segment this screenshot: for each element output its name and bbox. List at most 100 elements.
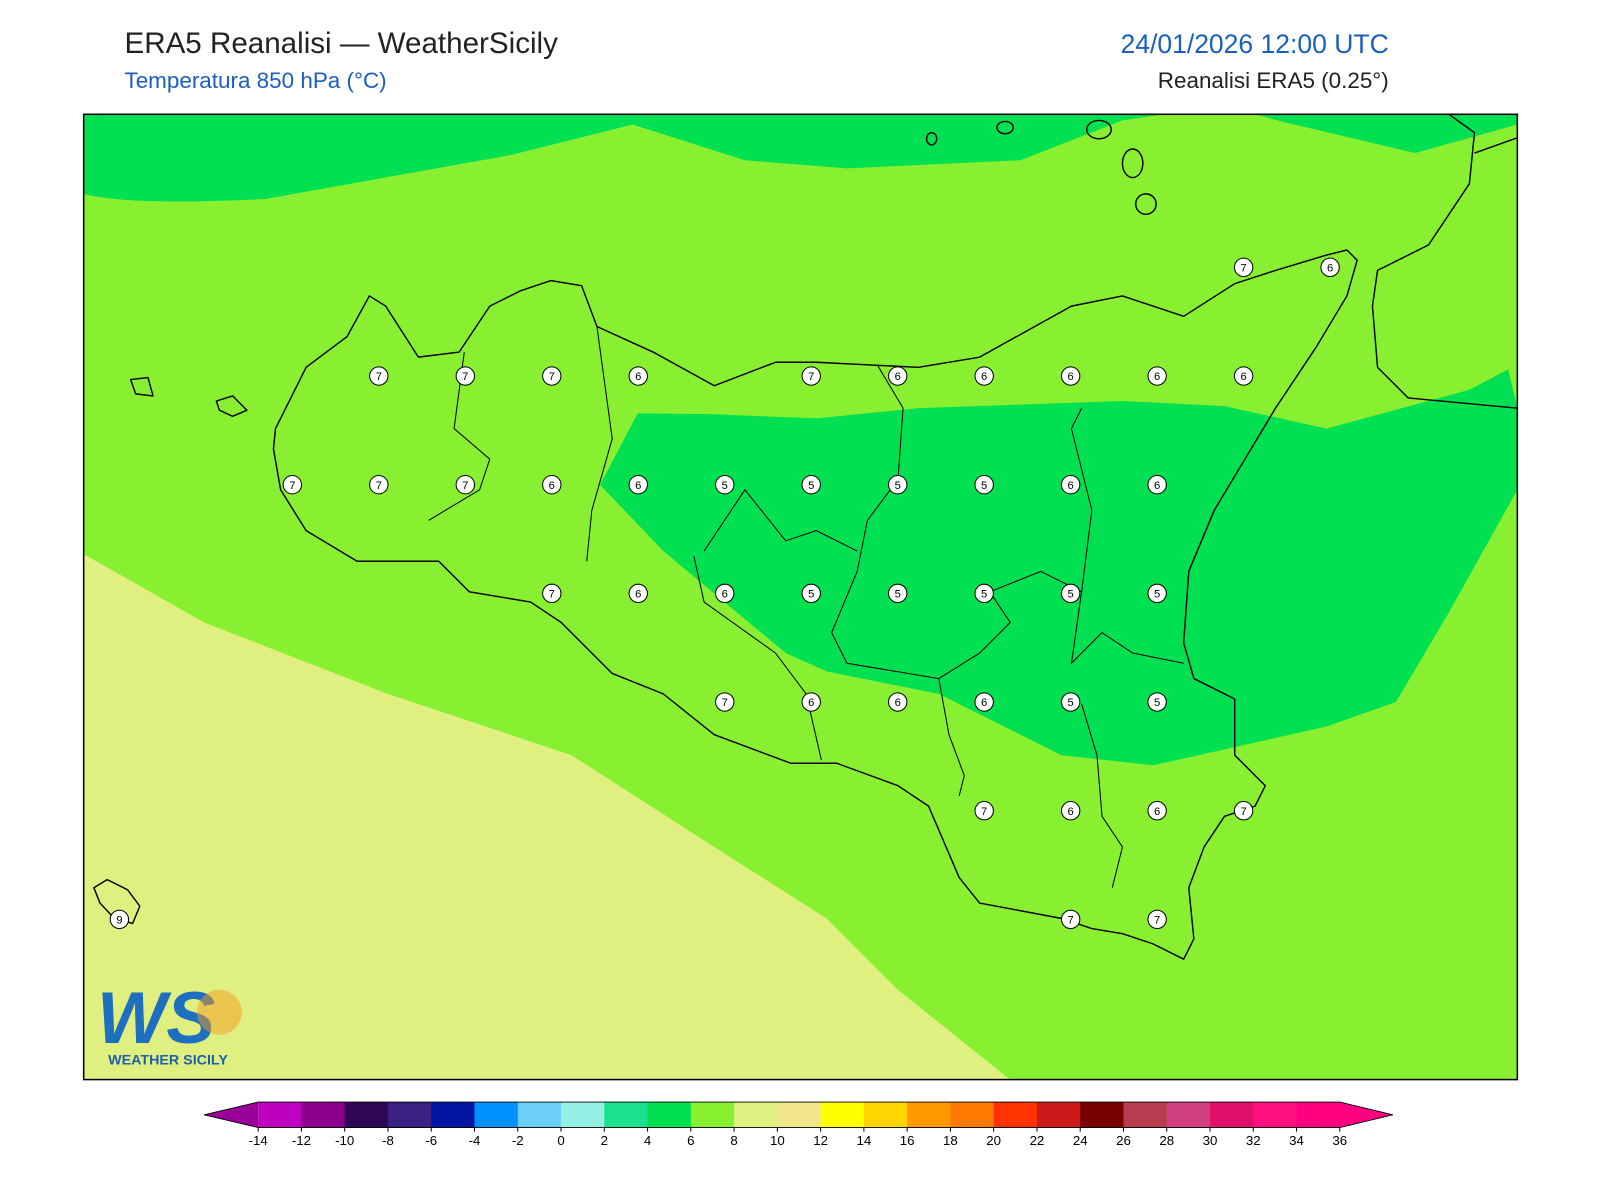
colorbar-tick-label: 34: [1289, 1133, 1304, 1148]
station-value: 7: [549, 371, 555, 383]
colorbar-tick-label: -2: [512, 1133, 524, 1148]
station-marker: [1060, 692, 1081, 712]
station-value: 6: [1327, 262, 1333, 274]
station-value: 9: [116, 914, 122, 926]
station-marker: [369, 366, 389, 386]
station-value: 5: [1068, 588, 1074, 600]
logo-sun: [196, 989, 242, 1035]
station-value: 5: [981, 588, 987, 600]
station-marker: [888, 366, 908, 386]
station-value: 7: [808, 371, 814, 383]
colorbar-box: [1166, 1102, 1211, 1128]
contour: [83, 554, 1011, 1080]
station-value: 5: [808, 480, 814, 492]
colorbar-over: [1339, 1102, 1393, 1128]
station-marker: [1060, 475, 1081, 495]
station-value: 6: [722, 588, 728, 600]
station-value: 6: [1154, 371, 1160, 383]
station-marker: [801, 692, 821, 712]
contour: [1255, 114, 1518, 154]
colorbar-tick-label: 14: [857, 1133, 872, 1148]
colorbar-tick-label: -6: [425, 1133, 437, 1148]
logo-name: WEATHER SICILY: [108, 1052, 228, 1068]
station-value: 6: [1154, 806, 1160, 818]
station-marker: [715, 583, 735, 604]
station-marker: [1147, 475, 1167, 495]
station-marker: [1147, 801, 1167, 821]
station-marker: [974, 366, 994, 386]
station-marker: [1060, 909, 1081, 930]
colorbar-tick-label: 0: [557, 1133, 564, 1148]
station-marker: [1147, 366, 1167, 386]
station-value: 5: [1068, 697, 1074, 709]
station-value: 7: [376, 371, 382, 383]
colorbar-tick-label: 4: [644, 1133, 651, 1148]
station-value: 7: [549, 588, 555, 600]
station-marker: [628, 366, 648, 386]
station-marker: [1060, 583, 1081, 604]
colorbar-box: [604, 1102, 649, 1128]
map-frame: [82, 113, 1519, 1081]
colorbar-box: [1036, 1102, 1081, 1128]
stations: 7 6 7 7 7 6 7 6 6 6 6 6 7 7 7 6 6 5 5 5 5 6 6 7 6 6 5 5 5 5 5 7 6 6 6 5 5 7 6 6…: [109, 257, 1340, 930]
station-value: 7: [1240, 262, 1246, 274]
station-marker: [1320, 257, 1340, 278]
colorbar-tick-label: 6: [687, 1133, 694, 1148]
colorbar-tick-label: 18: [943, 1133, 958, 1148]
station-marker: [974, 801, 994, 821]
station-marker: [628, 475, 648, 495]
station-marker: [1233, 366, 1254, 386]
station-value: 6: [549, 480, 555, 492]
station-marker: [974, 692, 994, 712]
station-marker: [455, 475, 475, 495]
province-border: [428, 326, 1184, 888]
station-value: 7: [1068, 914, 1074, 926]
station-marker: [1147, 692, 1167, 712]
station-marker: [369, 475, 389, 495]
source: Reanalisi ERA5 (0.25°): [1158, 68, 1389, 93]
station-value: 7: [462, 371, 468, 383]
colorbar-tick-label: -4: [469, 1133, 481, 1148]
contour: [83, 114, 1164, 202]
colorbar-box: [647, 1102, 692, 1128]
station-value: 6: [981, 697, 987, 709]
station-value: 7: [1240, 806, 1246, 818]
colorbar-tick-label: 28: [1159, 1133, 1174, 1148]
station-marker: [1060, 366, 1081, 386]
colorbar-tick-label: -14: [249, 1133, 268, 1148]
station-marker: [801, 475, 821, 495]
colorbar-box: [1296, 1102, 1341, 1128]
station-value: 6: [1068, 480, 1074, 492]
station-value: 6: [1068, 371, 1074, 383]
colorbar-box: [1080, 1102, 1124, 1128]
station-value: 5: [722, 480, 728, 492]
contour: [600, 369, 1518, 766]
logo-mark: WS: [97, 976, 215, 1059]
station-marker: [974, 475, 994, 495]
station-value: 7: [981, 806, 987, 818]
colorbar-tick-label: 2: [601, 1133, 608, 1148]
subtitle: Temperatura 850 hPa (°C): [124, 68, 386, 93]
station-marker: [715, 475, 735, 495]
station-marker: [1147, 909, 1167, 930]
colorbar-tick-label: 20: [986, 1133, 1001, 1148]
colorbar-tick-label: 26: [1116, 1133, 1131, 1148]
colorbar-box: [950, 1102, 995, 1128]
colorbar-box: [690, 1102, 735, 1128]
map: 7 6 7 7 7 6 7 6 6 6 6 6 7 7 7 6 6 5 5 5 5 6 6 7 6 6 5 5 5 5 5 7 6 6 6 5 5 7 6 6…: [83, 114, 1518, 1080]
station-value: 6: [635, 588, 641, 600]
station-marker: [628, 583, 648, 604]
station-value: 6: [635, 371, 641, 383]
colorbar-tick-label: 8: [730, 1133, 737, 1148]
colorbar-tick-label: 36: [1332, 1133, 1347, 1148]
date: 24/01/2026 12:00 UTC: [1120, 29, 1388, 59]
station-marker: [801, 366, 821, 386]
colorbar: -14 -12 -10 -8 -6 -4 -2 0 2 4 6 8 10 12 14 16 18 20 22 24 26…: [203, 1101, 1393, 1148]
station-marker: [715, 692, 735, 712]
colorbar-box: [1123, 1102, 1168, 1128]
colorbar-tick-label: 24: [1073, 1133, 1088, 1148]
station-value: 6: [1068, 806, 1074, 818]
station-marker: [542, 366, 562, 386]
title: ERA5 Reanalisi — WeatherSicily: [124, 27, 558, 60]
station-value: 7: [376, 480, 382, 492]
